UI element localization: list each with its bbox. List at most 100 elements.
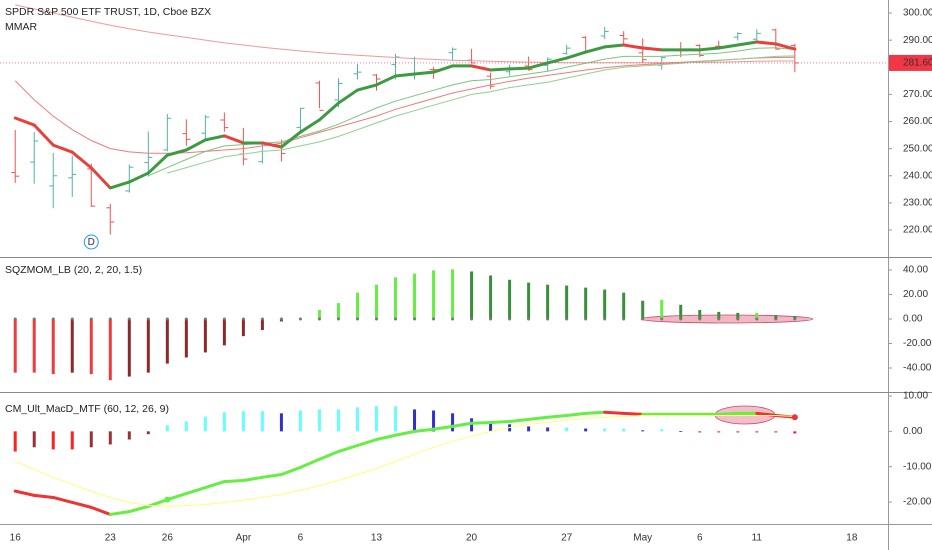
indicator-line-segment — [698, 46, 721, 52]
y-tick-label: 230.00 — [903, 198, 932, 209]
histogram-bar — [565, 285, 569, 319]
squeeze-dot — [546, 317, 550, 321]
indicator-line-segment — [546, 56, 569, 65]
indicator-line-segment — [508, 66, 531, 71]
indicator-line-segment — [165, 148, 188, 157]
squeeze-dot — [470, 317, 474, 321]
indicator-line-segment — [222, 479, 245, 484]
indicator-line-segment — [622, 43, 645, 50]
chart-title: SPDR S&P 500 ETF TRUST, 1D, Cboe BZX — [5, 6, 211, 18]
y-tick-label: 250.00 — [903, 143, 932, 154]
indicator-name: MMAR — [5, 21, 37, 33]
indicator-line-segment — [146, 153, 169, 175]
indicator-line-segment — [89, 166, 112, 190]
indicator-line-segment — [717, 411, 740, 416]
indicator-line-segment — [260, 141, 283, 149]
histogram-bar — [774, 314, 778, 319]
squeeze-dot — [679, 317, 683, 321]
squeeze-dot — [736, 317, 740, 321]
x-tick-label: 20 — [466, 533, 478, 544]
marks: 162326Apr6132027May61118300.00290.00280.… — [0, 4, 932, 544]
x-tick-label: Apr — [236, 533, 252, 544]
histogram-bar — [51, 431, 55, 450]
histogram-bar — [13, 318, 17, 373]
histogram-bar — [565, 427, 569, 432]
squeeze-dot — [413, 317, 417, 321]
squeeze-dot — [698, 317, 702, 321]
indicator-line-segment — [584, 45, 607, 54]
y-tick-label: 40.00 — [903, 265, 928, 276]
squeeze-dot — [108, 317, 112, 321]
indicator-line-segment — [165, 492, 188, 502]
indicator-line-segment — [489, 419, 512, 425]
histogram-bar — [203, 318, 207, 353]
indicator-line-segment — [489, 67, 512, 72]
x-tick-label: 18 — [846, 533, 858, 544]
squeeze-dot — [70, 317, 74, 321]
indicator-line — [14, 56, 795, 154]
squeeze-dot — [165, 317, 169, 321]
indicator-line-segment — [127, 504, 150, 514]
indicator-line-segment — [355, 437, 378, 448]
histogram-bar — [374, 406, 378, 432]
indicator-line-segment — [203, 480, 226, 490]
indicator-line-segment — [470, 421, 493, 425]
indicator-line-segment — [13, 116, 36, 127]
histogram-bar — [355, 292, 359, 319]
squeeze-dot — [355, 317, 359, 321]
indicator-line-segment — [32, 123, 55, 147]
squeeze-dot — [774, 317, 778, 321]
indicator-line-segment — [451, 421, 474, 428]
indicator-line-segment — [89, 505, 112, 516]
indicator-line-segment — [260, 472, 283, 479]
indicator-line-segment — [108, 180, 131, 190]
cross-dot — [164, 496, 171, 503]
squeeze-dot — [489, 317, 493, 321]
histogram-bar — [679, 431, 683, 432]
indicator-line-segment — [70, 150, 93, 170]
y-tick-label: 290.00 — [903, 35, 932, 46]
indicator-line-segment — [546, 413, 569, 419]
x-tick-label: 11 — [752, 533, 763, 544]
squeeze-dot — [146, 317, 150, 321]
indicator-line-segment — [13, 489, 36, 497]
indicator-line-segment — [603, 410, 626, 415]
y-tick-label: 270.00 — [903, 89, 932, 100]
histogram-bar — [451, 269, 455, 319]
histogram-bar — [127, 318, 131, 377]
histogram-bar — [146, 431, 150, 435]
indicator-line-segment — [755, 40, 778, 46]
indicator-line-segment — [355, 83, 378, 92]
squeeze-dot — [451, 317, 455, 321]
squeeze-dot — [336, 317, 340, 321]
histogram-bar — [165, 318, 169, 364]
indicator-line-segment — [584, 410, 607, 415]
indicator-name: SQZMOM_LB (20, 2, 20, 1.5) — [5, 264, 142, 276]
histogram-bar — [279, 413, 283, 432]
histogram-bar — [108, 318, 112, 381]
histogram-bar — [660, 299, 664, 319]
histogram-bar — [13, 431, 17, 452]
histogram-bar — [489, 422, 493, 432]
histogram-bar — [432, 410, 436, 432]
squeeze-dot — [584, 317, 588, 321]
histogram-bar — [394, 277, 398, 319]
histogram-bar — [165, 425, 169, 432]
histogram-bar — [260, 411, 264, 432]
indicator-line-segment — [565, 50, 588, 60]
y-tick-label: -20.00 — [903, 338, 932, 349]
indicator-line-segment — [222, 134, 245, 145]
y-tick-label: 300.00 — [903, 8, 932, 19]
squeeze-dot — [260, 317, 264, 321]
squeeze-dot — [241, 317, 245, 321]
squeeze-dot — [279, 317, 283, 321]
squeeze-dot — [793, 317, 797, 321]
y-tick-label: -10.00 — [903, 461, 932, 472]
indicator-line-segment — [298, 457, 321, 469]
x-tick-label: May — [633, 533, 652, 544]
histogram-bar — [51, 318, 55, 375]
indicator-line-segment — [184, 138, 207, 152]
histogram-bar — [489, 275, 493, 319]
highlight-ellipse — [640, 314, 814, 324]
histogram-bar — [127, 431, 131, 440]
